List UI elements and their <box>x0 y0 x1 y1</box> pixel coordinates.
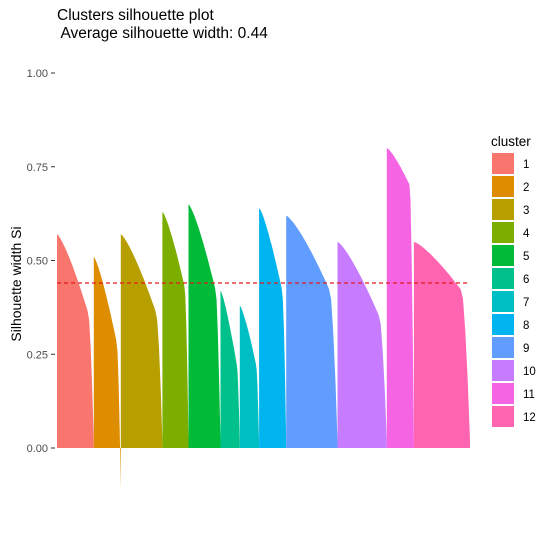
legend-label-6: 6 <box>523 274 529 286</box>
cluster-bar-5 <box>188 204 221 448</box>
chart-subtitle: Average silhouette width: 0.44 <box>57 25 268 42</box>
legend-swatch-8 <box>492 314 514 335</box>
cluster-bar-11 <box>386 148 414 448</box>
y-tick-label: 0.00 <box>27 443 48 455</box>
legend-swatch-7 <box>492 291 514 312</box>
cluster-bar-1 <box>57 234 94 448</box>
legend-swatch-9 <box>492 337 514 358</box>
chart-title: Clusters silhouette plot <box>57 7 214 24</box>
legend-title: cluster <box>491 134 531 149</box>
legend-swatch-1 <box>492 153 514 174</box>
cluster-bar-3 <box>120 234 163 448</box>
legend-label-4: 4 <box>523 228 530 240</box>
silhouette-bars <box>57 148 470 490</box>
y-tick-label: 1.00 <box>27 68 48 80</box>
y-tick-label: 0.75 <box>27 162 48 174</box>
legend-label-2: 2 <box>523 182 529 194</box>
cluster-bar-10 <box>337 241 387 448</box>
cluster-bar-7 <box>239 305 260 448</box>
legend-swatch-5 <box>492 245 514 266</box>
cluster-bar-12 <box>413 241 470 448</box>
legend-label-11: 11 <box>523 389 535 401</box>
cluster-bar-6 <box>220 290 240 448</box>
cluster-bar-8 <box>259 208 287 448</box>
legend-swatch-10 <box>492 360 514 381</box>
legend-swatch-12 <box>492 406 514 427</box>
legend-label-8: 8 <box>523 320 529 332</box>
y-tick-label: 0.25 <box>27 349 48 361</box>
legend-label-3: 3 <box>523 205 529 217</box>
legend-swatch-4 <box>492 222 514 243</box>
y-axis: 0.00 0.25 0.50 0.75 1.00 <box>27 68 55 455</box>
legend-swatch-11 <box>492 383 514 404</box>
legend-swatch-6 <box>492 268 514 289</box>
legend-label-12: 12 <box>523 412 536 424</box>
cluster-bar-4 <box>162 211 189 448</box>
legend-label-5: 5 <box>523 251 529 263</box>
legend-label-10: 10 <box>523 366 536 378</box>
y-axis-label: Silhouette width Si <box>8 226 24 341</box>
cluster-bar-2 <box>93 256 121 490</box>
legend-swatch-3 <box>492 199 514 220</box>
legend-swatch-2 <box>492 176 514 197</box>
legend-label-9: 9 <box>523 343 529 355</box>
y-tick-label: 0.50 <box>27 256 48 268</box>
legend-label-1: 1 <box>523 159 529 171</box>
cluster-bar-9 <box>286 215 338 448</box>
legend-label-7: 7 <box>523 297 529 309</box>
